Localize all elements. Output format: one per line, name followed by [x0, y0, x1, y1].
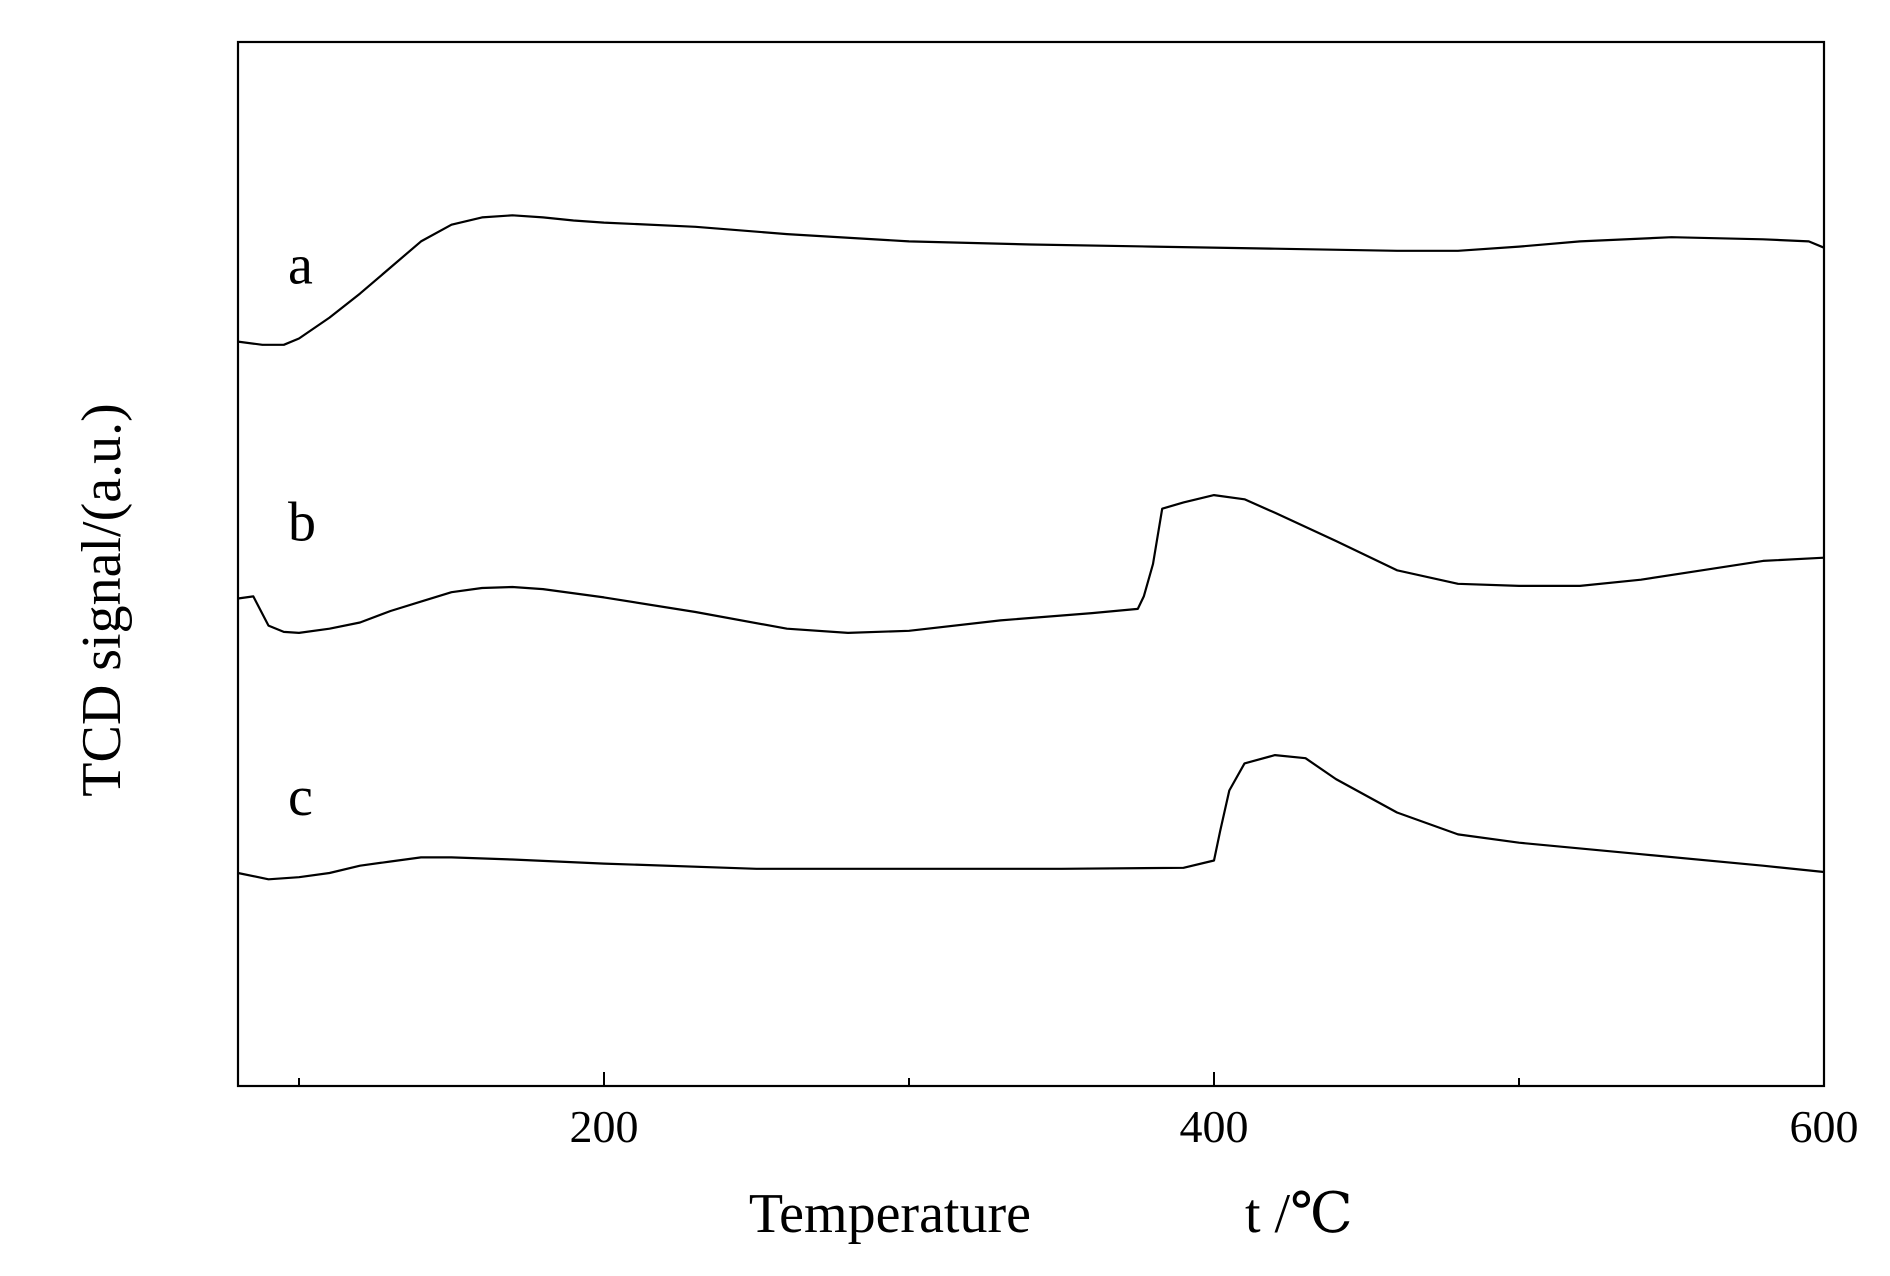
series-labels: a b c — [288, 235, 316, 828]
series-label-c: c — [288, 766, 313, 828]
series-line-a — [237, 214, 1825, 346]
series-lines — [237, 214, 1825, 881]
x-axis-title: Temperature — [749, 1183, 1031, 1245]
series-label-b: b — [288, 491, 316, 553]
series-line-b — [237, 494, 1825, 635]
x-tick-label: 200 — [570, 1101, 639, 1152]
y-axis-title: TCD signal/(a.u.) — [71, 403, 133, 796]
x-axis-tick-labels: 200 400 600 — [570, 1101, 1859, 1152]
plot-frame — [236, 40, 1826, 1088]
x-axis-ticks — [298, 1072, 1825, 1086]
x-tick-label: 600 — [1790, 1101, 1859, 1152]
x-tick-label: 400 — [1180, 1101, 1249, 1152]
x-axis-unit: t /℃ — [1245, 1183, 1353, 1245]
series-line-c — [237, 753, 1825, 881]
series-label-a: a — [288, 235, 313, 297]
